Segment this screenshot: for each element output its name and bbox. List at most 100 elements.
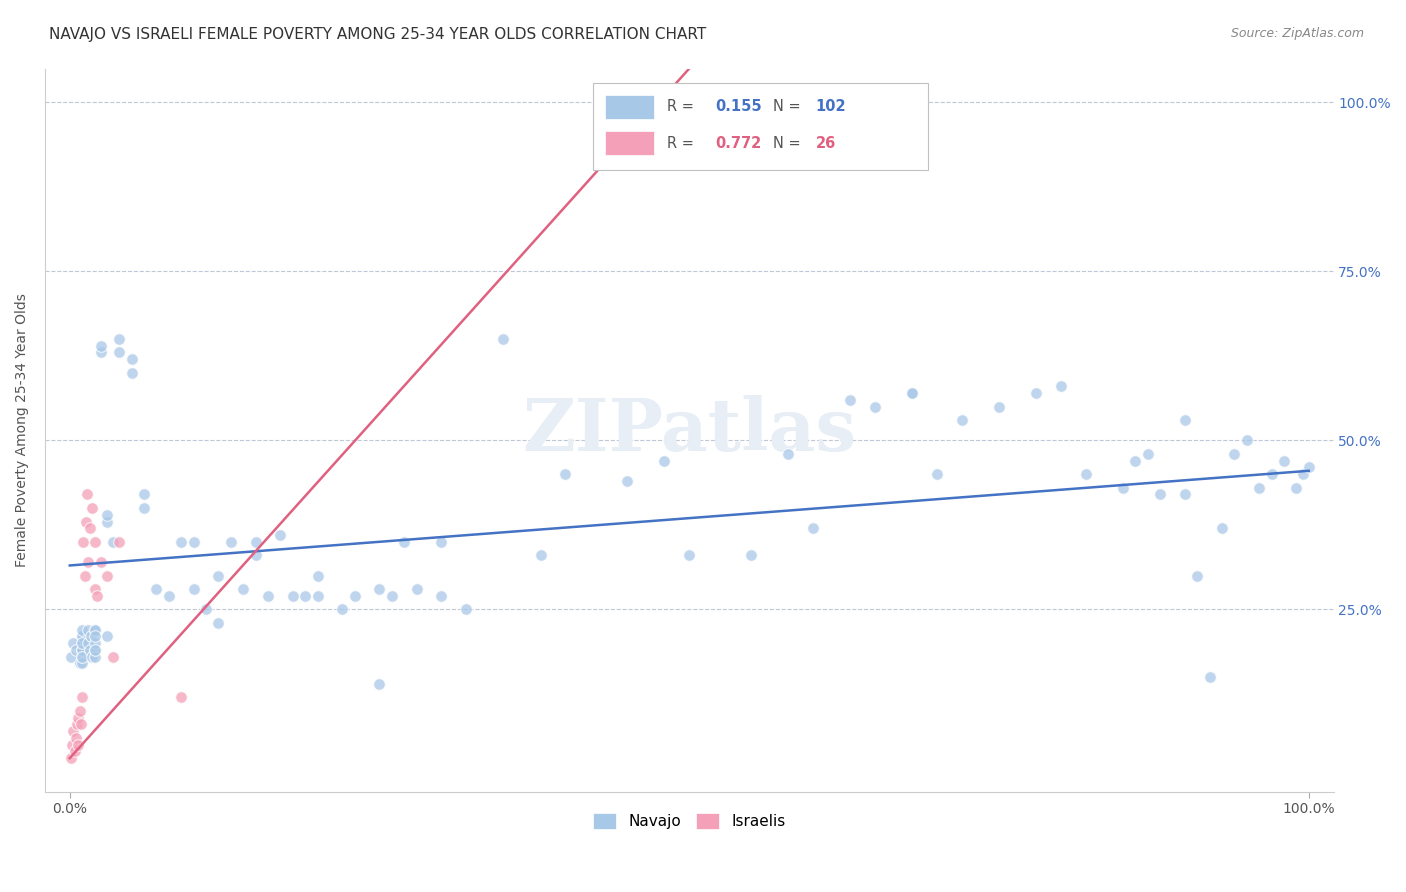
Point bbox=[195, 602, 218, 616]
Text: 0.772: 0.772 bbox=[716, 136, 761, 151]
Point bbox=[654, 453, 676, 467]
Point bbox=[76, 487, 98, 501]
Point bbox=[394, 534, 416, 549]
Point bbox=[740, 549, 762, 563]
Point bbox=[1249, 481, 1271, 495]
Point bbox=[1112, 481, 1135, 495]
Point bbox=[63, 744, 86, 758]
Point bbox=[96, 568, 118, 582]
Point bbox=[925, 467, 948, 482]
Point bbox=[245, 549, 267, 563]
Point bbox=[219, 534, 242, 549]
Point bbox=[170, 690, 193, 705]
FancyBboxPatch shape bbox=[592, 83, 928, 169]
Point bbox=[368, 582, 391, 596]
Point bbox=[69, 704, 91, 718]
Point bbox=[1285, 481, 1308, 495]
Point bbox=[108, 345, 131, 359]
Point bbox=[1198, 670, 1220, 684]
Point bbox=[70, 643, 93, 657]
Point bbox=[988, 400, 1011, 414]
Point bbox=[1260, 467, 1282, 482]
Point bbox=[1211, 521, 1233, 535]
Point bbox=[232, 582, 254, 596]
Point bbox=[1149, 487, 1171, 501]
Point bbox=[70, 636, 93, 650]
Point bbox=[307, 568, 329, 582]
Point bbox=[269, 528, 291, 542]
Point bbox=[405, 582, 427, 596]
Point bbox=[70, 643, 93, 657]
Point bbox=[83, 623, 105, 637]
Point bbox=[1272, 453, 1295, 467]
Point bbox=[245, 534, 267, 549]
Point bbox=[70, 649, 93, 664]
Point bbox=[96, 630, 118, 644]
Point bbox=[69, 657, 91, 671]
Point bbox=[1050, 379, 1073, 393]
Point bbox=[901, 386, 924, 401]
Legend: Navajo, Israelis: Navajo, Israelis bbox=[586, 806, 792, 835]
Point bbox=[70, 630, 93, 644]
Point bbox=[1223, 447, 1246, 461]
Bar bbox=[606, 95, 654, 120]
Point bbox=[170, 534, 193, 549]
Text: R =: R = bbox=[668, 136, 699, 151]
Point bbox=[1123, 453, 1146, 467]
Point bbox=[121, 366, 143, 380]
Y-axis label: Female Poverty Among 25-34 Year Olds: Female Poverty Among 25-34 Year Olds bbox=[15, 293, 30, 567]
Point bbox=[70, 690, 93, 705]
Point bbox=[77, 636, 100, 650]
Point bbox=[72, 534, 94, 549]
Point bbox=[83, 582, 105, 596]
Point bbox=[101, 649, 124, 664]
Point bbox=[1187, 568, 1209, 582]
Point bbox=[70, 717, 93, 731]
Text: ZIPatlas: ZIPatlas bbox=[522, 395, 856, 466]
Point bbox=[83, 643, 105, 657]
Point bbox=[65, 643, 87, 657]
Text: 102: 102 bbox=[815, 99, 846, 114]
Point bbox=[96, 508, 118, 522]
Point bbox=[59, 649, 82, 664]
Point bbox=[83, 623, 105, 637]
Point bbox=[801, 521, 824, 535]
Point bbox=[678, 549, 700, 563]
Point bbox=[183, 534, 205, 549]
Point bbox=[77, 623, 100, 637]
Point bbox=[121, 352, 143, 367]
Point bbox=[281, 589, 304, 603]
Point bbox=[83, 643, 105, 657]
Point bbox=[90, 555, 112, 569]
Point bbox=[132, 500, 155, 515]
Point bbox=[67, 710, 90, 724]
Text: N =: N = bbox=[773, 99, 806, 114]
Point bbox=[62, 636, 84, 650]
Point bbox=[183, 582, 205, 596]
Text: R =: R = bbox=[668, 99, 699, 114]
Point bbox=[101, 534, 124, 549]
Point bbox=[59, 751, 82, 765]
Point bbox=[65, 731, 87, 745]
Point bbox=[132, 487, 155, 501]
Point bbox=[839, 392, 862, 407]
Point bbox=[529, 549, 551, 563]
Point bbox=[1025, 386, 1047, 401]
Point bbox=[778, 447, 800, 461]
Text: NAVAJO VS ISRAELI FEMALE POVERTY AMONG 25-34 YEAR OLDS CORRELATION CHART: NAVAJO VS ISRAELI FEMALE POVERTY AMONG 2… bbox=[49, 27, 706, 42]
Point bbox=[83, 636, 105, 650]
Point bbox=[257, 589, 280, 603]
Point bbox=[77, 555, 100, 569]
Point bbox=[108, 332, 131, 346]
Point bbox=[66, 717, 89, 731]
Point bbox=[901, 386, 924, 401]
Bar bbox=[606, 131, 654, 155]
Point bbox=[79, 521, 101, 535]
Point bbox=[554, 467, 576, 482]
Point bbox=[430, 589, 453, 603]
Point bbox=[108, 534, 131, 549]
Point bbox=[330, 602, 353, 616]
Point bbox=[70, 649, 93, 664]
Point bbox=[616, 474, 638, 488]
Point bbox=[1236, 434, 1258, 448]
